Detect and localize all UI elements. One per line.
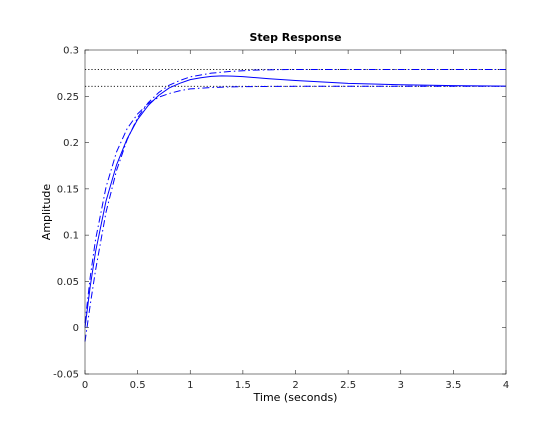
y-tick-label: 0.05 xyxy=(57,277,79,288)
plot-layer xyxy=(84,68,507,342)
x-tick-label: 0 xyxy=(82,380,88,391)
x-tick-label: 2.5 xyxy=(340,380,356,391)
axes-box xyxy=(84,49,507,375)
y-axis-title: Amplitude xyxy=(40,184,53,241)
series-line xyxy=(84,68,506,342)
y-tick-label: 0.25 xyxy=(57,92,79,103)
x-tick-label: 1 xyxy=(187,380,193,391)
y-tick-label: 0.2 xyxy=(63,138,79,149)
plot-title: Step Response xyxy=(249,31,341,44)
tick-layer: 0 0.5 1 1.5 2 2.5 3 3.5 4-0.0500.050.10.150.20.2… xyxy=(53,46,509,392)
y-tick-label: 0.15 xyxy=(57,184,79,195)
x-tick-label: 2 xyxy=(292,380,298,391)
y-tick-label: 0.3 xyxy=(63,46,79,57)
y-tick-label: 0.1 xyxy=(63,231,79,242)
y-tick-label: -0.05 xyxy=(53,370,79,381)
x-tick-label: 0.5 xyxy=(130,380,146,391)
series-line xyxy=(84,85,506,324)
series-line xyxy=(84,75,507,328)
x-tick-label: 1.5 xyxy=(235,380,251,391)
x-axis-title: Time (seconds) xyxy=(253,391,338,404)
x-tick-label: 3.5 xyxy=(445,380,461,391)
y-tick-label: 0 xyxy=(73,323,79,334)
x-tick-label: 3 xyxy=(398,380,404,391)
x-tick-label: 4 xyxy=(503,380,509,391)
